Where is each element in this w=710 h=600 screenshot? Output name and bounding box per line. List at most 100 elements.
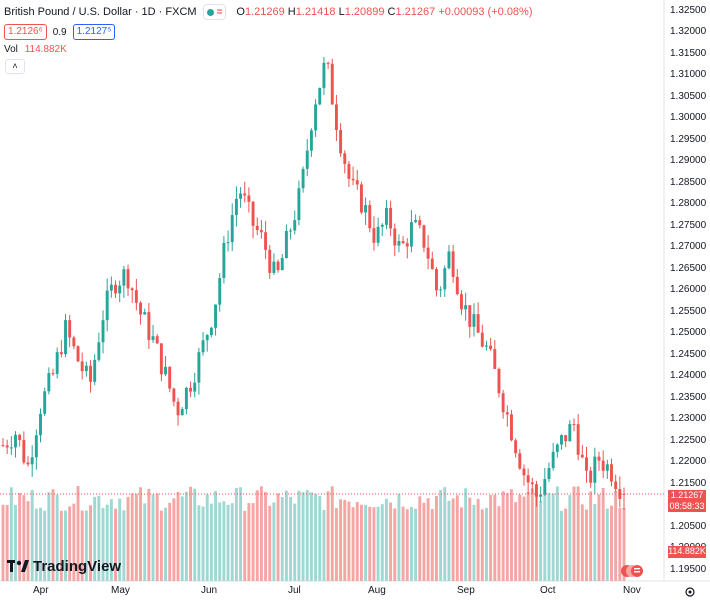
tradingview-logo[interactable]: TradingView [7, 558, 121, 575]
candle-body[interactable] [568, 424, 572, 442]
candle-body[interactable] [426, 247, 430, 259]
candle-body[interactable] [514, 440, 518, 454]
candle-body[interactable] [34, 435, 38, 458]
candle-body[interactable] [284, 231, 288, 259]
candle-body[interactable] [5, 445, 9, 448]
candle-body[interactable] [368, 205, 372, 229]
candle-body[interactable] [172, 388, 176, 402]
candle-body[interactable] [555, 444, 559, 452]
candle-body[interactable] [443, 268, 447, 290]
candle-body[interactable] [343, 153, 347, 164]
candle-body[interactable] [222, 242, 226, 279]
candle-body[interactable] [80, 361, 84, 372]
candle-body[interactable] [168, 366, 172, 389]
candle-body[interactable] [610, 464, 613, 482]
candle-body[interactable] [309, 130, 313, 151]
candle-body[interactable] [597, 456, 601, 461]
candle-body[interactable] [243, 193, 247, 196]
candle-body[interactable] [380, 224, 384, 227]
candle-body[interactable] [389, 207, 393, 229]
candle-body[interactable] [97, 342, 101, 360]
candle-body[interactable] [322, 62, 326, 88]
candle-body[interactable] [205, 335, 209, 341]
candle-body[interactable] [126, 269, 130, 289]
candle-body[interactable] [364, 205, 368, 213]
candle-body[interactable] [476, 314, 480, 333]
candle-body[interactable] [155, 336, 159, 344]
candle-body[interactable] [560, 435, 563, 445]
candle-body[interactable] [447, 251, 451, 269]
candle-body[interactable] [114, 284, 117, 294]
candle-body[interactable] [118, 285, 122, 294]
candle-body[interactable] [239, 193, 243, 199]
candle-body[interactable] [276, 261, 280, 271]
candle-body[interactable] [376, 226, 380, 243]
candle-body[interactable] [330, 63, 334, 105]
candle-body[interactable] [230, 215, 234, 243]
candle-body[interactable] [55, 352, 59, 374]
candle-body[interactable] [130, 288, 134, 291]
candle-body[interactable] [480, 332, 484, 347]
candle-body[interactable] [18, 434, 22, 440]
collapse-legend-button[interactable]: ˄ [5, 59, 25, 74]
events-flag-icon[interactable] [620, 564, 644, 578]
candle-body[interactable] [493, 349, 497, 369]
candle-body[interactable] [414, 220, 418, 223]
candle-body[interactable] [151, 336, 155, 340]
candle-body[interactable] [51, 373, 55, 375]
candle-body[interactable] [305, 150, 309, 169]
candle-body[interactable] [580, 454, 584, 458]
market-status-button[interactable]: = [202, 4, 227, 20]
candle-body[interactable] [289, 230, 293, 232]
candle-body[interactable] [59, 352, 63, 355]
candle-body[interactable] [134, 290, 138, 303]
candle-body[interactable] [359, 184, 363, 213]
candle-body[interactable] [459, 294, 463, 310]
candle-body[interactable] [347, 163, 351, 179]
candle-body[interactable] [518, 453, 522, 469]
candle-body[interactable] [226, 242, 230, 244]
candle-body[interactable] [301, 168, 305, 189]
candle-body[interactable] [497, 368, 501, 394]
candle-body[interactable] [22, 439, 26, 463]
candle-body[interactable] [272, 261, 276, 273]
candle-body[interactable] [297, 188, 301, 221]
candle-body[interactable] [84, 365, 88, 372]
candle-body[interactable] [585, 457, 588, 471]
candle-body[interactable] [122, 269, 126, 286]
candle-body[interactable] [197, 352, 201, 383]
candle-body[interactable] [535, 484, 538, 497]
candle-body[interactable] [334, 104, 338, 131]
candle-body[interactable] [93, 359, 97, 382]
candle-body[interactable] [218, 278, 222, 305]
candle-body[interactable] [543, 479, 547, 495]
candle-body[interactable] [280, 258, 284, 271]
candle-body[interactable] [401, 241, 405, 244]
candle-body[interactable] [139, 302, 142, 315]
symbol-title[interactable]: British Pound / U.S. Dollar · 1D · FXCM [4, 6, 197, 18]
candle-body[interactable] [14, 434, 17, 448]
candle-body[interactable] [572, 424, 576, 426]
candle-body[interactable] [76, 346, 80, 362]
candle-body[interactable] [72, 337, 76, 347]
candle-body[interactable] [214, 304, 218, 328]
candle-body[interactable] [164, 366, 168, 375]
candle-body[interactable] [193, 382, 197, 392]
candle-body[interactable] [30, 457, 34, 465]
candle-body[interactable] [101, 320, 105, 343]
candle-body[interactable] [393, 228, 397, 246]
candle-body[interactable] [39, 413, 42, 436]
candle-body[interactable] [109, 284, 113, 291]
candle-body[interactable] [234, 198, 238, 216]
candle-body[interactable] [468, 305, 472, 327]
candle-body[interactable] [268, 249, 272, 273]
candle-body[interactable] [576, 424, 580, 455]
candle-body[interactable] [485, 345, 488, 347]
buy-price-button[interactable]: 1.2127⁵ [72, 24, 116, 40]
candle-body[interactable] [593, 456, 597, 483]
candle-body[interactable] [143, 312, 147, 315]
candle-body[interactable] [418, 220, 422, 226]
candle-body[interactable] [614, 481, 618, 490]
candle-body[interactable] [209, 327, 213, 336]
candle-body[interactable] [384, 207, 388, 225]
